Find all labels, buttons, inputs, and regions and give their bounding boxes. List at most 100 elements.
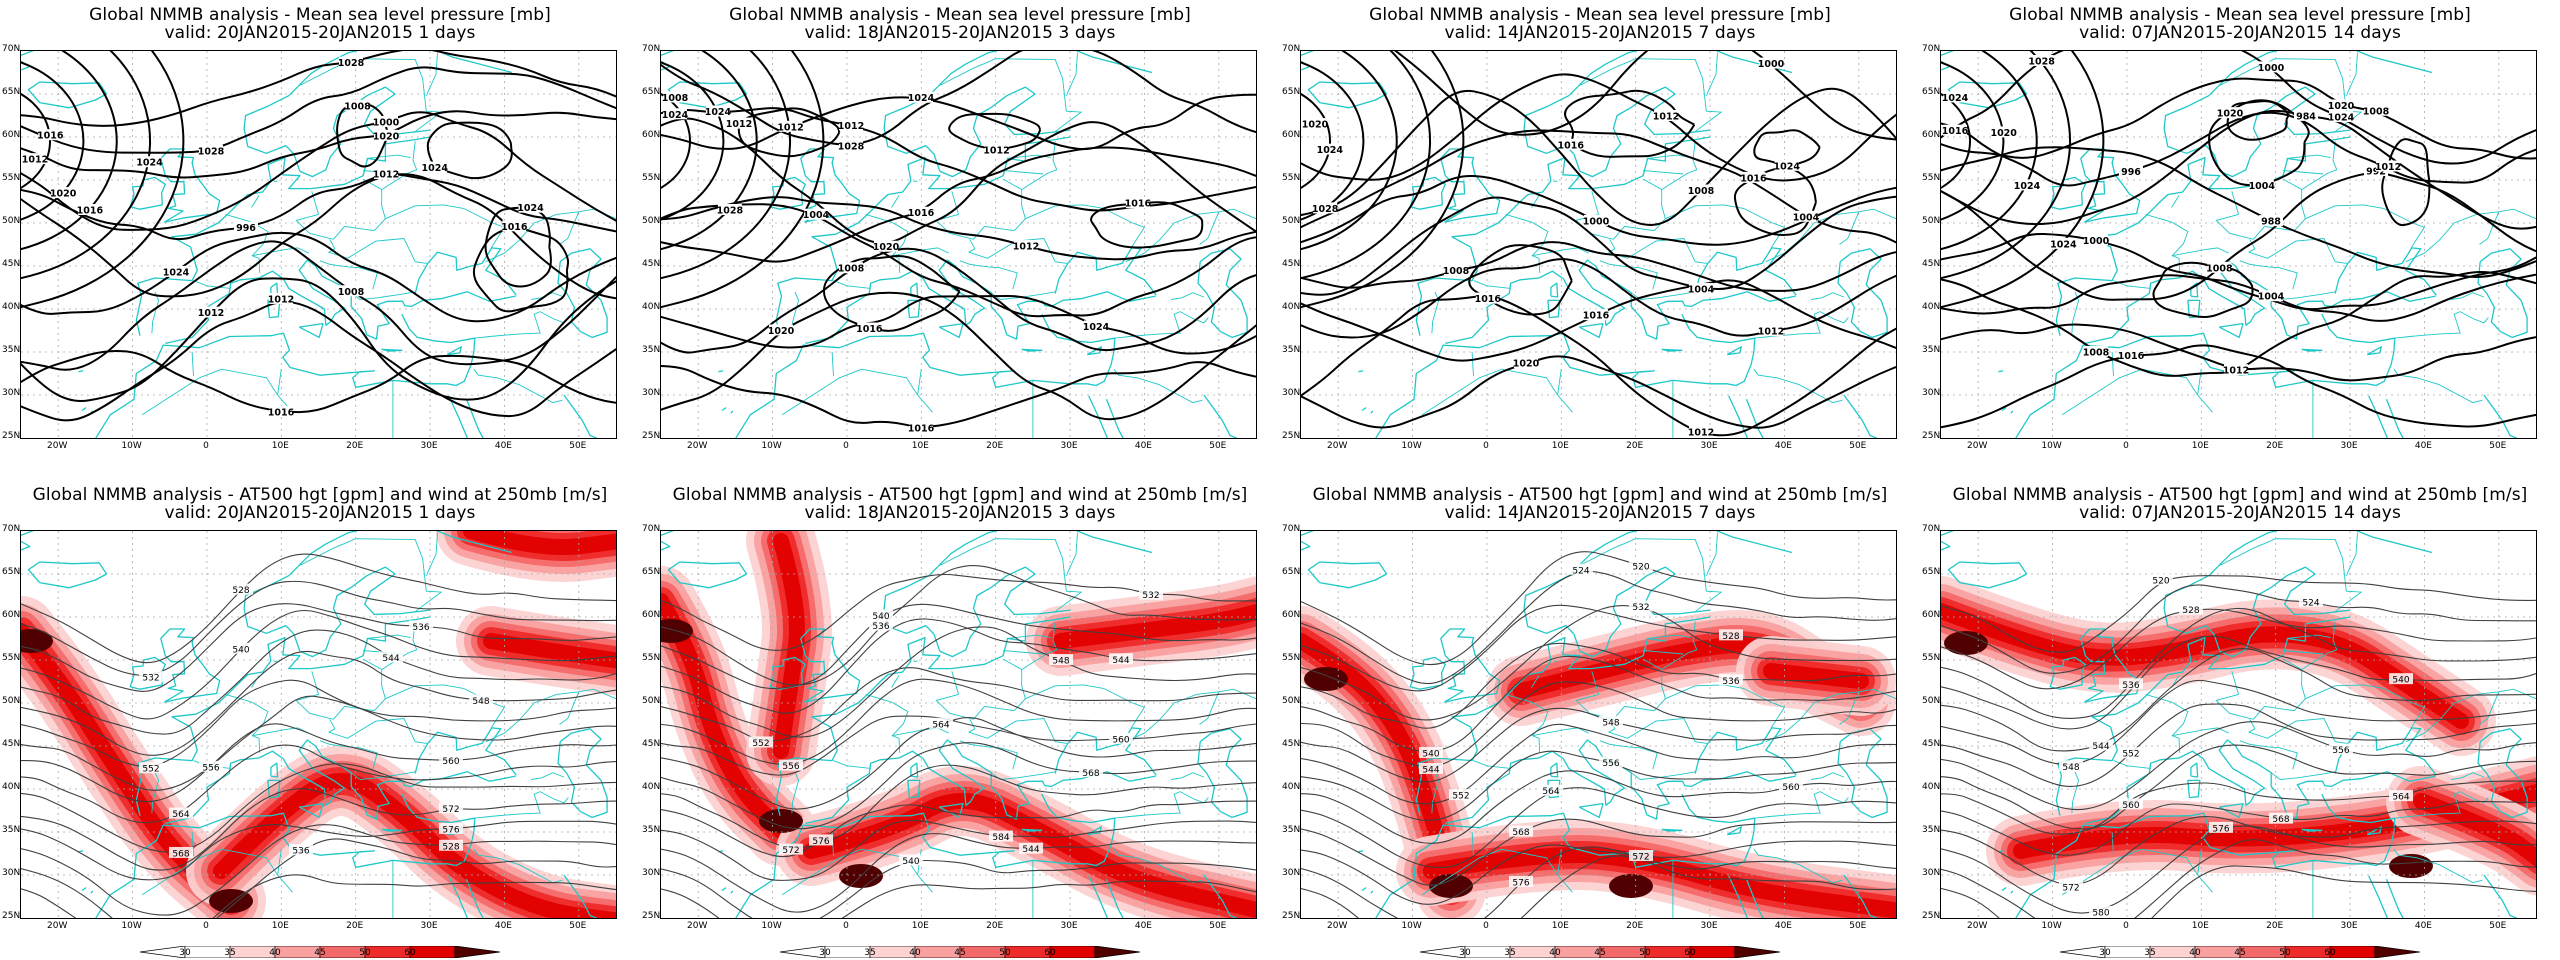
x-tick-label: 30E: [420, 921, 438, 931]
contour: [426, 121, 513, 180]
colorbar-label: 35: [1504, 948, 1516, 958]
y-tick-label: 35N: [1922, 825, 1941, 835]
border-line: [935, 658, 1026, 720]
coastline: [1105, 879, 1124, 918]
contour: [1301, 87, 1896, 226]
coastline: [769, 176, 806, 210]
contour-label-bg: [717, 203, 742, 215]
border-line: [2393, 368, 2483, 404]
border-line: [2197, 849, 2213, 893]
contour-label-bg: [374, 129, 398, 141]
contour-label: 1028: [2028, 57, 2055, 68]
contour: [1941, 51, 2105, 309]
border-line: [327, 718, 428, 744]
contour: [1301, 604, 1896, 692]
colorbar-label: 45: [954, 948, 966, 958]
contour-label: 1008: [2083, 347, 2110, 358]
panel-title: Global NMMB analysis - Mean sea level pr…: [729, 5, 1191, 25]
coastline: [1409, 176, 1446, 210]
x-tick-label: 0: [843, 441, 849, 451]
contour: [661, 859, 1256, 918]
y-tick-label: 30N: [1282, 868, 1301, 878]
contour: [1301, 51, 1432, 280]
y-tick-label: 40N: [1922, 782, 1941, 792]
contour-label: 564: [932, 720, 949, 730]
border-line: [865, 213, 909, 273]
border-line: [2239, 260, 2298, 290]
contour-label: 1008: [2363, 106, 2390, 117]
contour-label-bg: [2329, 111, 2353, 123]
contour: [1941, 61, 2005, 221]
contour-label-bg: [229, 642, 253, 654]
wind-band: [1301, 633, 1459, 899]
x-tick-label: 20W: [687, 441, 708, 451]
coastline: [1086, 826, 1102, 836]
coastline: [2477, 728, 2528, 819]
coastline: [81, 407, 87, 412]
contour: [21, 838, 616, 918]
coastline: [735, 313, 1116, 438]
x-tick-label: 30E: [2340, 441, 2358, 451]
coastline: [1375, 313, 1756, 438]
border-line: [2286, 154, 2331, 159]
coastline: [21, 540, 31, 551]
border-line: [1646, 634, 1691, 639]
contour-label-bg: [2119, 798, 2143, 810]
contour-label: 1012: [1758, 327, 1784, 338]
contour-label: 1008: [338, 287, 365, 298]
x-tick-label: 10E: [271, 921, 289, 931]
contour-label: 1024: [136, 158, 163, 169]
contour-label: 560: [2122, 801, 2139, 811]
coastline: [243, 531, 513, 652]
contour-label-bg: [1109, 653, 1133, 665]
contour-label: 1004: [803, 210, 830, 221]
contour-label: 532: [1632, 603, 1649, 613]
contour-label: 1012: [2375, 162, 2401, 173]
contour-label-bg: [1943, 91, 1967, 103]
contour-label-bg: [839, 262, 863, 274]
border-line: [1557, 369, 1573, 413]
colorbar-label: 45: [1594, 948, 1606, 958]
border-line: [2305, 684, 2426, 729]
contour-label: 1024: [2328, 113, 2355, 124]
coastline: [1694, 727, 1797, 776]
contour: [1301, 655, 1896, 752]
y-tick-label: 25N: [1282, 911, 1301, 921]
y-tick-label: 35N: [642, 825, 661, 835]
y-tick-label: 55N: [1922, 173, 1941, 183]
panel-hgt-wind-3d: Global NMMB analysis - AT500 hgt [gpm] a…: [640, 480, 1280, 960]
y-tick-label: 70N: [642, 44, 661, 54]
y-tick-label: 40N: [642, 782, 661, 792]
contour-label: 564: [172, 810, 189, 820]
wind-core: [2389, 854, 2433, 878]
border-line: [1811, 292, 1845, 300]
contour-label-bg: [778, 120, 803, 132]
coastline: [805, 739, 1156, 825]
wind-colorbar: [780, 946, 1140, 958]
y-tick-label: 55N: [642, 173, 661, 183]
coastline: [1409, 656, 1446, 690]
coastline: [2368, 875, 2389, 918]
y-tick-label: 30N: [2, 388, 21, 398]
border-line: [1171, 772, 1205, 780]
y-tick-label: 25N: [1922, 431, 1941, 441]
y-tick-label: 65N: [2, 87, 21, 97]
coastline: [299, 566, 431, 658]
border-line: [2193, 660, 2198, 663]
border-line: [2394, 791, 2461, 819]
contour: [1301, 750, 1896, 821]
border-line: [273, 660, 278, 663]
x-tick-label: 20E: [986, 441, 1004, 451]
coastline: [1837, 728, 1888, 819]
contour-label: 528: [2182, 606, 2199, 616]
contour: [1941, 92, 1972, 190]
contour-label-bg: [1794, 210, 1818, 222]
contour-label: 552: [1452, 792, 1469, 802]
contour-labels: 1028 1028 1020 1000 996 1012 1024 1008 1012 1012 1…: [22, 56, 544, 418]
contour-label-bg: [2329, 743, 2353, 755]
map-area: 1028 1024 1012 1020 1016 1012 1004 1008 1024 1020…: [660, 50, 1257, 439]
contour-label: 540: [232, 645, 249, 655]
y-tick-label: 30N: [1922, 868, 1941, 878]
contour-lines: [661, 51, 1256, 428]
border-line: [141, 368, 278, 416]
